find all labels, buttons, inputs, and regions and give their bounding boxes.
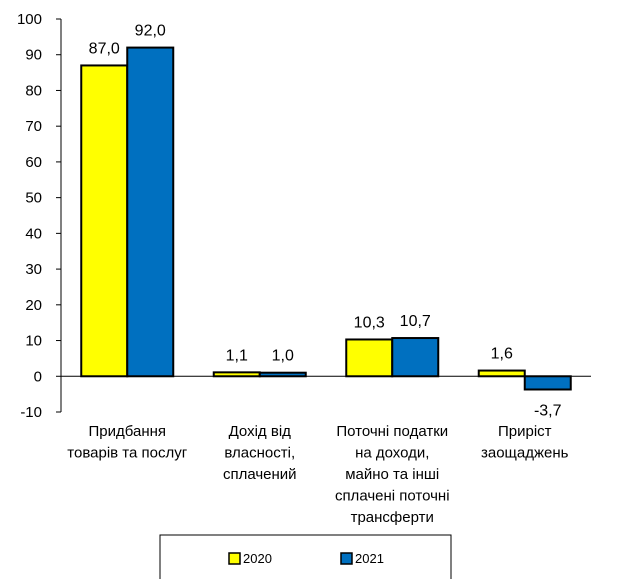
x-tick-label-3: Приріст заощаджень [481, 423, 569, 462]
data-label-2020-0: 87,0 [89, 40, 120, 57]
y-tick-label: -10 [20, 404, 42, 421]
x-tick-label-line: Приріст [498, 423, 552, 440]
x-tick-label-2: Поточні податки на доходи, майно та інші сп… [335, 423, 450, 526]
bar-2021-1 [258, 371, 307, 378]
x-tick-label-0: Придбання товарів та послуг [67, 423, 187, 462]
x-tick-label-line: Придбання [88, 423, 166, 440]
legend-label-2020: 2020 [243, 551, 272, 566]
bar-2021-2 [391, 337, 440, 378]
x-tick-label-line: на доходи, [355, 445, 429, 462]
legend-swatch-2021 [340, 552, 353, 565]
data-label-2021-2: 10,7 [400, 313, 431, 330]
y-tick-label: 80 [25, 82, 42, 99]
bar-2020-1 [212, 371, 261, 378]
bar-2020-3 [477, 369, 526, 378]
x-tick-label-line: Поточні податки [336, 423, 448, 440]
x-tick-label-line: товарів та послуг [67, 445, 187, 462]
legend: 2020 2021 [159, 534, 452, 579]
data-label-2020-2: 10,3 [354, 314, 385, 331]
data-label-2020-1: 1,1 [226, 347, 248, 364]
y-tick-label: 60 [25, 154, 42, 171]
x-tick-label-line: Дохід від [229, 423, 292, 440]
y-tick-label: 0 [34, 368, 42, 385]
y-tick-label: 40 [25, 225, 42, 242]
x-tick-label-line: власності, [224, 445, 295, 462]
data-label-2021-1: 1,0 [272, 348, 294, 365]
y-tick-label: 100 [17, 11, 42, 28]
legend-swatch-2020 [228, 552, 241, 565]
y-tick-label: 10 [25, 333, 42, 350]
y-tick-label: 30 [25, 261, 42, 278]
bar-2021-3 [523, 375, 572, 391]
y-tick-label: 50 [25, 190, 42, 207]
y-axis: -10 0 10 20 30 40 50 60 70 80 90 100 [17, 11, 62, 421]
data-label-2021-3: -3,7 [534, 402, 562, 419]
bar-2020-2 [345, 338, 394, 378]
x-axis: Придбання товарів та послуг Дохід від власн… [61, 375, 591, 526]
bar-2020-0 [80, 64, 129, 378]
data-labels: 87,0 92,0 1,1 1,0 10,3 10,7 1,6 -3,7 [89, 23, 562, 420]
legend-label-2021: 2021 [355, 551, 384, 566]
x-tick-label-line: трансферти [351, 509, 434, 526]
y-tick-label: 20 [25, 297, 42, 314]
x-tick-label-1: Дохід від власності, сплачений [223, 423, 297, 483]
x-tick-label-line: сплачені поточні [335, 488, 450, 505]
y-tick-label: 70 [25, 118, 42, 135]
data-label-2020-3: 1,6 [491, 346, 513, 363]
x-tick-label-line: сплачений [223, 466, 297, 483]
x-tick-label-line: майно та інші [345, 466, 439, 483]
x-tick-label-line: заощаджень [481, 445, 569, 462]
legend-box [159, 534, 452, 579]
data-label-2021-0: 92,0 [135, 23, 166, 40]
bars [80, 46, 572, 391]
y-tick-label: 90 [25, 47, 42, 64]
bar-2021-0 [126, 46, 175, 378]
